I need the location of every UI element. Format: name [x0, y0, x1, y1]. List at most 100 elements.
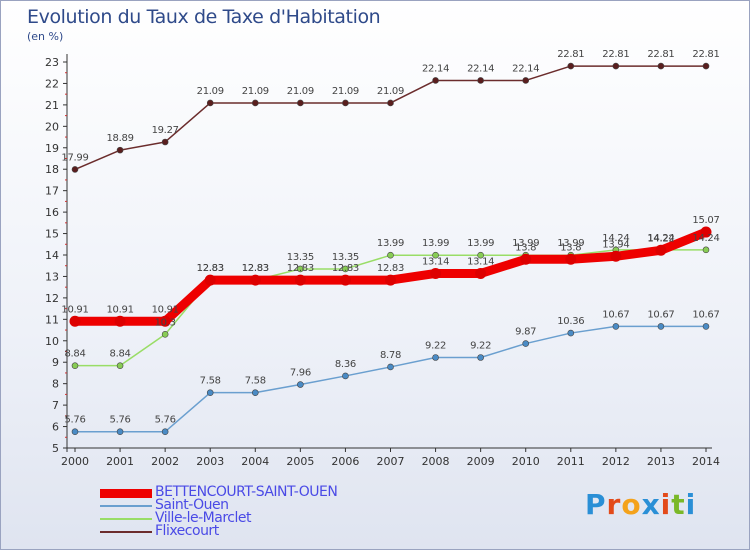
data-label-ville-le-marclet: 13.99 — [377, 238, 404, 249]
data-point-saint-ouen — [71, 428, 79, 436]
data-point-saint-ouen — [161, 428, 169, 436]
data-point-flixecourt — [567, 62, 575, 70]
legend-label: BETTENCOURT-SAINT-OUEN — [155, 484, 338, 500]
y-tick-label: 18 — [45, 163, 59, 176]
data-label-ville-le-marclet: 13.99 — [467, 238, 494, 249]
data-label-ville-le-marclet: 13.99 — [422, 238, 449, 249]
data-label-bettencourt-saint-ouen: 13.8 — [515, 242, 536, 253]
x-tick-label: 2008 — [422, 455, 450, 468]
y-tick-label: 10 — [45, 335, 59, 348]
data-label-bettencourt-saint-ouen: 13.14 — [422, 256, 449, 267]
data-label-saint-ouen: 5.76 — [110, 415, 131, 426]
y-tick-label: 11 — [45, 313, 59, 326]
data-label-ville-le-marclet: 14.24 — [647, 233, 674, 244]
data-label-saint-ouen: 7.58 — [245, 376, 266, 387]
data-point-saint-ouen — [612, 323, 620, 330]
legend-swatch — [100, 518, 152, 520]
y-tick-label: 16 — [45, 206, 59, 219]
legend-swatch — [100, 505, 152, 507]
x-tick-label: 2001 — [106, 455, 134, 468]
y-tick-label: 6 — [52, 421, 59, 434]
data-label-saint-ouen: 10.67 — [647, 309, 674, 320]
x-tick-label: 2013 — [647, 455, 675, 468]
data-point-bettencourt-saint-ouen — [294, 274, 306, 286]
data-point-saint-ouen — [567, 329, 575, 337]
data-point-flixecourt — [116, 146, 124, 154]
data-point-bettencourt-saint-ouen — [249, 274, 261, 286]
data-label-saint-ouen: 8.36 — [335, 359, 356, 370]
data-label-ville-le-marclet: 12.83 — [197, 263, 224, 274]
data-point-ville-le-marclet — [161, 331, 169, 338]
data-point-flixecourt — [702, 62, 710, 70]
data-label-flixecourt: 22.81 — [692, 49, 719, 60]
data-label-ville-le-marclet: 14.24 — [602, 233, 629, 244]
data-point-ville-le-marclet — [387, 251, 394, 259]
chart-title: Evolution du Taux de Taxe d'Habitation — [27, 6, 381, 28]
logo-letter: t — [671, 488, 686, 521]
data-label-bettencourt-saint-ouen: 10.91 — [107, 304, 134, 315]
data-point-bettencourt-saint-ouen — [339, 274, 351, 286]
y-tick-label: 19 — [45, 142, 59, 155]
unit-label: (en %) — [27, 30, 64, 43]
data-point-bettencourt-saint-ouen — [430, 267, 442, 279]
data-point-flixecourt — [297, 99, 304, 107]
x-tick-label: 2010 — [512, 455, 540, 468]
data-label-saint-ouen: 9.87 — [515, 327, 536, 338]
data-label-saint-ouen: 9.22 — [470, 341, 491, 352]
data-label-flixecourt: 21.09 — [197, 86, 224, 97]
legend-swatch — [100, 531, 152, 533]
data-point-bettencourt-saint-ouen — [385, 274, 396, 286]
data-point-bettencourt-saint-ouen — [520, 253, 532, 265]
data-label-bettencourt-saint-ouen: 10.91 — [152, 304, 179, 315]
proxiti-logo: Proxiti — [585, 488, 696, 521]
data-label-flixecourt: 22.81 — [647, 49, 674, 60]
data-point-bettencourt-saint-ouen — [655, 244, 667, 256]
data-point-bettencourt-saint-ouen — [475, 267, 487, 279]
data-point-bettencourt-saint-ouen — [565, 253, 577, 265]
data-label-saint-ouen: 5.76 — [155, 415, 176, 426]
data-label-flixecourt: 22.14 — [467, 63, 494, 74]
data-label-ville-le-marclet: 8.84 — [64, 349, 85, 360]
data-point-ville-le-marclet — [71, 362, 79, 369]
data-label-bettencourt-saint-ouen: 13.94 — [602, 239, 629, 250]
data-label-bettencourt-saint-ouen: 12.83 — [377, 263, 404, 274]
data-point-flixecourt — [71, 166, 79, 173]
data-point-saint-ouen — [206, 389, 214, 396]
data-point-bettencourt-saint-ouen — [610, 250, 622, 262]
data-label-bettencourt-saint-ouen: 12.83 — [242, 263, 269, 274]
y-tick-label: 14 — [45, 249, 59, 262]
data-label-ville-le-marclet: 10.3 — [155, 317, 176, 328]
data-label-bettencourt-saint-ouen: 12.83 — [332, 263, 359, 274]
y-tick-label: 13 — [45, 270, 59, 283]
legend-label: Saint-Ouen — [155, 497, 229, 513]
legend-swatch — [100, 488, 152, 498]
data-label-saint-ouen: 8.78 — [380, 350, 401, 361]
data-point-bettencourt-saint-ouen — [159, 315, 171, 327]
data-label-flixecourt: 22.81 — [557, 49, 584, 60]
logo-letter: o — [621, 488, 642, 521]
x-tick-label: 2000 — [61, 455, 89, 468]
data-point-flixecourt — [342, 99, 349, 107]
y-tick-label: 9 — [52, 356, 59, 369]
data-point-saint-ouen — [477, 354, 484, 361]
data-label-bettencourt-saint-ouen: 12.83 — [197, 263, 224, 274]
data-label-bettencourt-saint-ouen: 12.83 — [287, 263, 314, 274]
data-point-ville-le-marclet — [297, 265, 304, 273]
data-label-ville-le-marclet: 13.35 — [287, 252, 314, 263]
data-point-flixecourt — [477, 77, 484, 84]
x-tick-label: 2004 — [241, 455, 269, 468]
data-point-saint-ouen — [657, 323, 665, 330]
data-label-bettencourt-saint-ouen: 14.22 — [647, 233, 674, 244]
data-point-ville-le-marclet — [702, 246, 710, 254]
legend-label: Flixecourt — [155, 523, 219, 539]
data-label-saint-ouen: 7.58 — [200, 376, 221, 387]
data-label-flixecourt: 22.14 — [422, 63, 449, 74]
data-label-ville-le-marclet: 13.35 — [332, 252, 359, 263]
data-point-bettencourt-saint-ouen — [204, 274, 216, 286]
logo-letter: x — [641, 488, 661, 521]
data-point-saint-ouen — [432, 354, 439, 361]
legend-label: Ville-le-Marclet — [155, 510, 251, 526]
data-point-flixecourt — [251, 99, 259, 107]
